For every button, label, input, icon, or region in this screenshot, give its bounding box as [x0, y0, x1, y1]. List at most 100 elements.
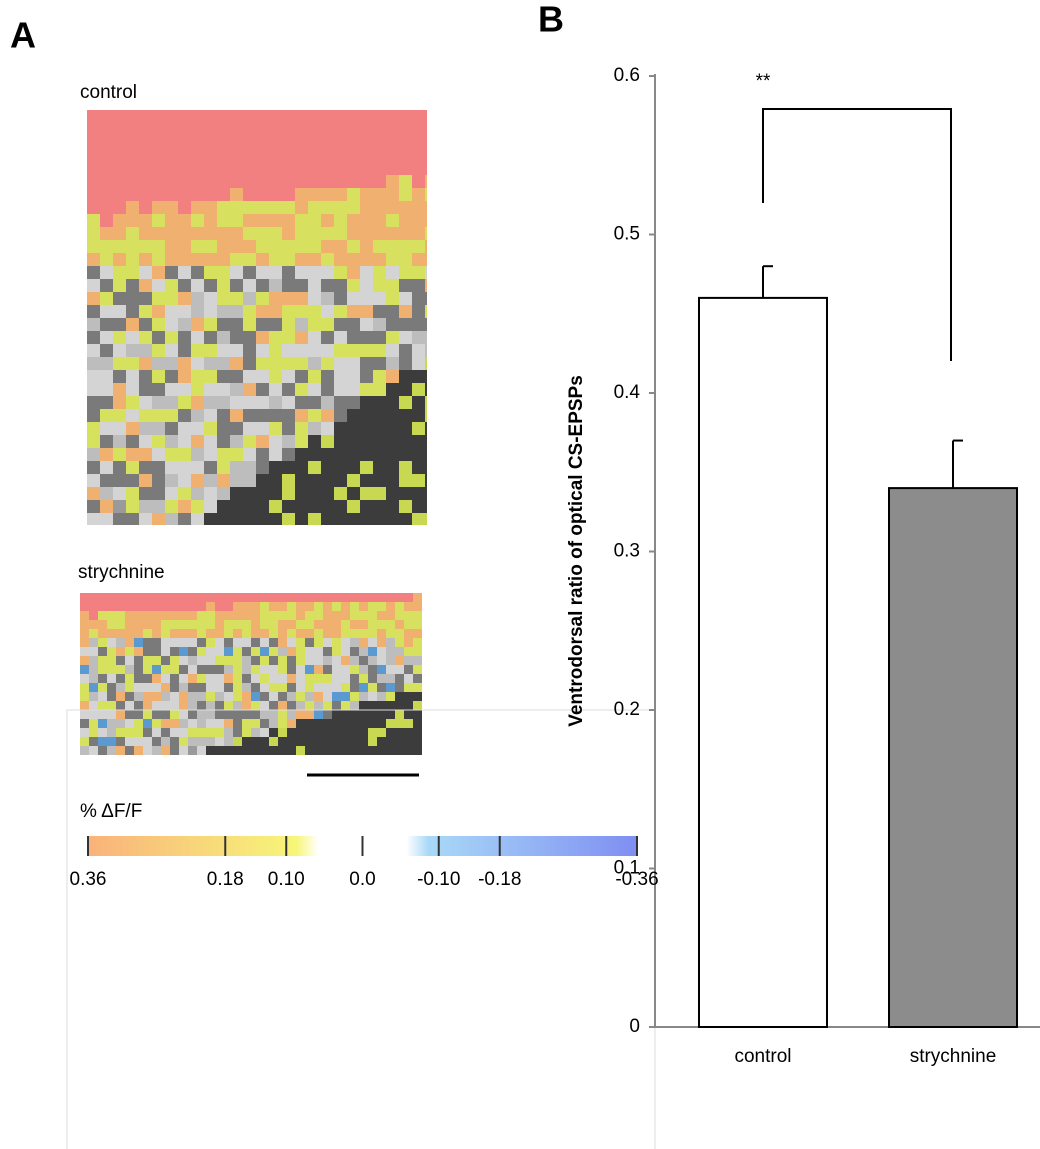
heatmap-cell [282, 201, 295, 214]
heatmap-cell [413, 746, 422, 755]
heatmap-cell [143, 602, 152, 611]
heatmap-cell [191, 175, 204, 188]
heatmap-cell [100, 461, 113, 474]
heatmap-cell [125, 728, 134, 737]
heatmap-cell [314, 593, 323, 602]
heatmap-cell [360, 448, 373, 461]
bar [698, 296, 828, 1028]
heatmap-cell [170, 683, 179, 692]
heatmap-cell [282, 253, 295, 266]
heatmap-cell [143, 647, 152, 656]
heatmap-cell [425, 435, 427, 448]
heatmap-cell [113, 318, 126, 331]
heatmap-cell [230, 422, 243, 435]
heatmap-cell [295, 214, 308, 227]
heatmap-cell [206, 620, 215, 629]
heatmap-cell [321, 331, 334, 344]
heatmap-cell [178, 175, 191, 188]
heatmap-cell [287, 593, 296, 602]
heatmap-cell [256, 422, 269, 435]
heatmap-cell [191, 513, 204, 525]
heatmap-cell [113, 513, 126, 525]
heatmap-cell [260, 683, 269, 692]
heatmap-cell [170, 701, 179, 710]
heatmap-cell [256, 110, 269, 123]
heatmap-cell [139, 266, 152, 279]
heatmap-cell [139, 396, 152, 409]
heatmap-cell [139, 513, 152, 525]
heatmap-cell [269, 746, 278, 755]
heatmap-cell [89, 737, 98, 746]
heatmap-cell [251, 629, 260, 638]
heatmap-cell [334, 266, 347, 279]
heatmap-cell [305, 593, 314, 602]
heatmap-cell [243, 383, 256, 396]
heatmap-cell [269, 737, 278, 746]
heatmap-cell [399, 201, 412, 214]
heatmap-cell [107, 647, 116, 656]
heatmap-cell [224, 593, 233, 602]
heatmap-cell [269, 227, 282, 240]
heatmap-cell [134, 692, 143, 701]
heatmap-cell [116, 746, 125, 755]
heatmap-cell [282, 370, 295, 383]
heatmap-cell [282, 487, 295, 500]
heatmap-cell [143, 656, 152, 665]
heatmap-cell [113, 110, 126, 123]
heatmap-cell [399, 331, 412, 344]
heatmap-cell [347, 513, 360, 525]
heatmap-cell [321, 136, 334, 149]
heatmap-cell [165, 279, 178, 292]
heatmap-cell [230, 331, 243, 344]
heatmap-cell [143, 701, 152, 710]
heatmap-cell [139, 201, 152, 214]
heatmap-cell [191, 396, 204, 409]
heatmap-cell [217, 162, 230, 175]
heatmap-cell [100, 227, 113, 240]
heatmap-cell [332, 692, 341, 701]
heatmap-cell [152, 292, 165, 305]
heatmap-cell [217, 474, 230, 487]
heatmap-cell [242, 737, 251, 746]
heatmap-cell [308, 500, 321, 513]
heatmap-cell [100, 305, 113, 318]
heatmap-cell [87, 253, 100, 266]
heatmap-cell [191, 292, 204, 305]
heatmap-cell [242, 611, 251, 620]
heatmap-cell [191, 318, 204, 331]
heatmap-cell [100, 474, 113, 487]
heatmap-cell [126, 357, 139, 370]
heatmap-cell [126, 370, 139, 383]
heatmap-cell [308, 461, 321, 474]
heatmap-cell [305, 710, 314, 719]
heatmap-cell [334, 396, 347, 409]
heatmap-cell [125, 602, 134, 611]
heatmap-cell [107, 665, 116, 674]
heatmap-cell [215, 647, 224, 656]
heatmap-cell [178, 357, 191, 370]
heatmap-cell [373, 292, 386, 305]
heatmap-cell [341, 746, 350, 755]
heatmap-cell [215, 611, 224, 620]
heatmap-cell [89, 746, 98, 755]
heatmap-cell [100, 188, 113, 201]
heatmap-cell [161, 602, 170, 611]
heatmap-cell [191, 201, 204, 214]
heatmap-cell [165, 383, 178, 396]
heatmap-cell [395, 737, 404, 746]
heatmap-cell [126, 279, 139, 292]
heatmap-cell [295, 266, 308, 279]
heatmap-cell [143, 692, 152, 701]
heatmap-cell [412, 188, 425, 201]
heatmap-cell [256, 175, 269, 188]
heatmap-cell [242, 719, 251, 728]
heatmap-cell [347, 136, 360, 149]
heatmap-cell [308, 474, 321, 487]
heatmap-cell [282, 162, 295, 175]
heatmap-cell [377, 728, 386, 737]
heatmap-cell [230, 175, 243, 188]
heatmap-cell [359, 665, 368, 674]
heatmap-cell [179, 629, 188, 638]
heatmap-cell [360, 383, 373, 396]
heatmap-cell [269, 448, 282, 461]
